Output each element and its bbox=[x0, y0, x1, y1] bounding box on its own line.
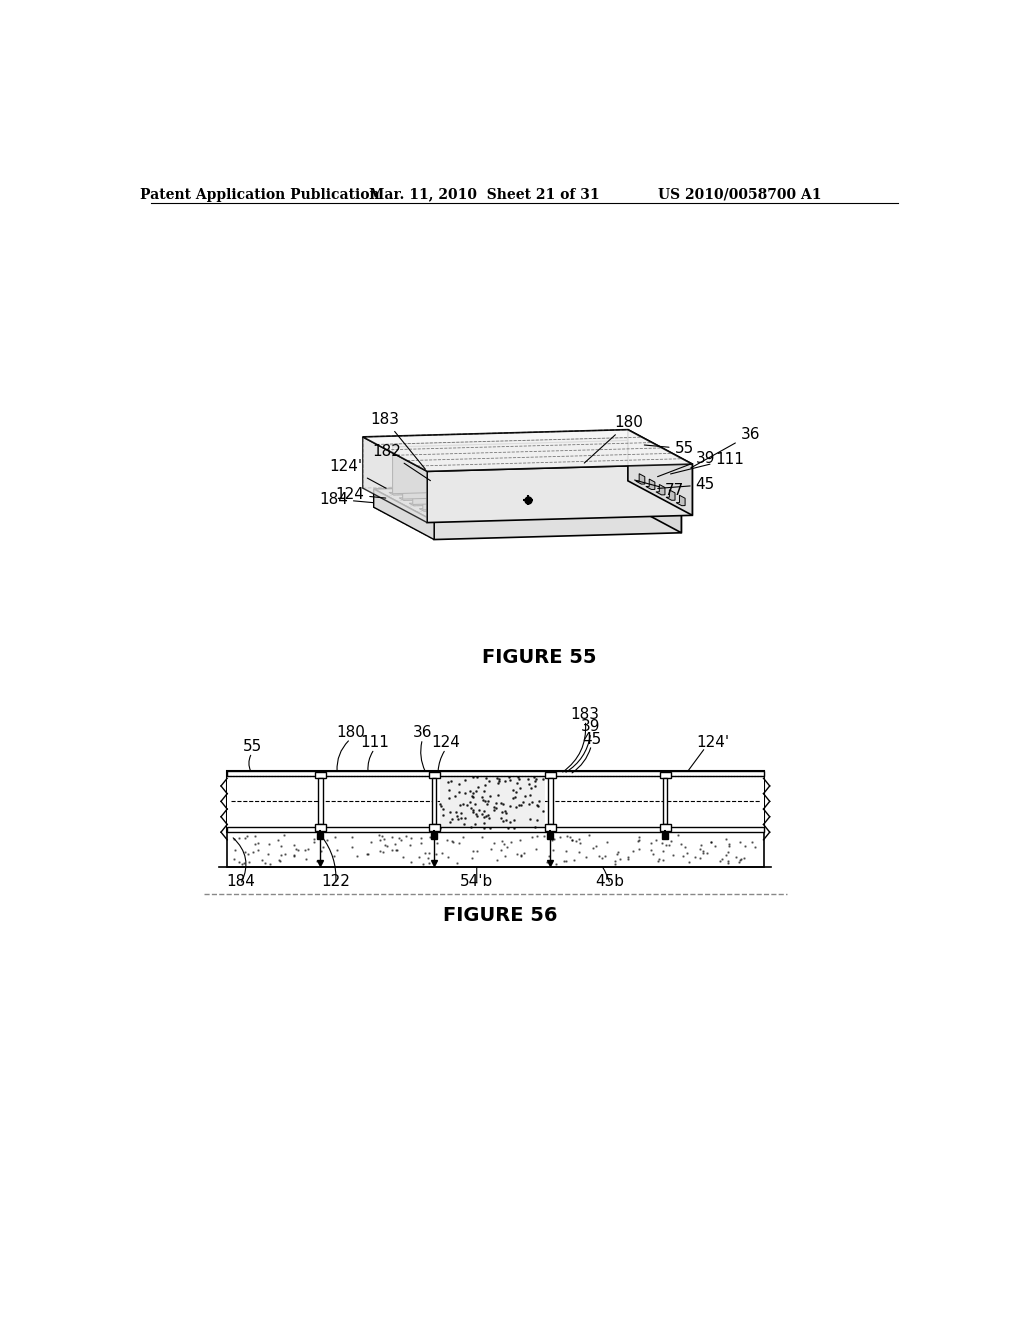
Text: 36: 36 bbox=[691, 428, 760, 467]
Bar bbox=[659, 772, 671, 779]
Text: 180: 180 bbox=[336, 726, 365, 741]
Bar bbox=[659, 825, 671, 830]
Bar bbox=[227, 771, 764, 832]
Text: 54'b: 54'b bbox=[460, 874, 494, 890]
Text: 39: 39 bbox=[581, 719, 600, 734]
Text: 124: 124 bbox=[335, 487, 386, 502]
Polygon shape bbox=[402, 446, 639, 499]
Text: 39: 39 bbox=[657, 451, 715, 477]
Bar bbox=[314, 825, 326, 830]
Polygon shape bbox=[389, 486, 630, 495]
Text: 184: 184 bbox=[319, 491, 374, 507]
Polygon shape bbox=[374, 482, 681, 521]
Bar bbox=[432, 779, 436, 825]
Bar bbox=[550, 772, 665, 830]
Bar bbox=[321, 772, 434, 830]
Text: 183: 183 bbox=[570, 708, 600, 722]
Bar bbox=[545, 772, 556, 779]
Bar bbox=[227, 771, 764, 776]
Polygon shape bbox=[410, 496, 650, 506]
Text: US 2010/0058700 A1: US 2010/0058700 A1 bbox=[658, 187, 822, 202]
Bar bbox=[317, 779, 323, 825]
Polygon shape bbox=[646, 479, 655, 490]
Text: 184: 184 bbox=[226, 874, 255, 890]
Text: Mar. 11, 2010  Sheet 21 of 31: Mar. 11, 2010 Sheet 21 of 31 bbox=[370, 187, 600, 202]
Text: 45: 45 bbox=[582, 731, 601, 747]
Polygon shape bbox=[419, 454, 660, 463]
Polygon shape bbox=[676, 495, 685, 506]
Bar bbox=[439, 772, 545, 830]
Text: 36: 36 bbox=[413, 726, 432, 741]
Polygon shape bbox=[434, 515, 681, 540]
Text: 77: 77 bbox=[635, 480, 684, 499]
Bar bbox=[429, 825, 439, 830]
Bar bbox=[663, 779, 668, 825]
Polygon shape bbox=[399, 444, 640, 453]
Text: 122: 122 bbox=[322, 874, 350, 890]
Polygon shape bbox=[362, 429, 692, 471]
Polygon shape bbox=[621, 482, 681, 533]
Polygon shape bbox=[666, 490, 675, 500]
Polygon shape bbox=[656, 484, 665, 495]
Polygon shape bbox=[392, 441, 629, 494]
Text: 182: 182 bbox=[372, 444, 430, 480]
Bar bbox=[545, 825, 556, 830]
Text: 124: 124 bbox=[431, 735, 460, 751]
Polygon shape bbox=[427, 465, 692, 523]
Bar bbox=[227, 826, 764, 832]
Text: FIGURE 56: FIGURE 56 bbox=[442, 906, 557, 925]
Text: 124': 124' bbox=[696, 735, 730, 751]
Polygon shape bbox=[362, 437, 427, 523]
Polygon shape bbox=[413, 451, 649, 504]
Text: 180: 180 bbox=[585, 414, 643, 463]
Text: Patent Application Publication: Patent Application Publication bbox=[140, 187, 380, 202]
Polygon shape bbox=[429, 459, 670, 469]
Polygon shape bbox=[423, 457, 658, 510]
Bar bbox=[548, 779, 553, 825]
Polygon shape bbox=[399, 491, 640, 500]
Text: 45b: 45b bbox=[596, 874, 625, 890]
Polygon shape bbox=[433, 462, 669, 515]
Bar bbox=[429, 772, 439, 779]
Bar bbox=[227, 772, 321, 830]
Bar bbox=[314, 772, 326, 779]
Text: 111: 111 bbox=[671, 451, 744, 474]
Text: 45: 45 bbox=[657, 478, 715, 492]
Polygon shape bbox=[374, 488, 434, 540]
Text: FIGURE 55: FIGURE 55 bbox=[481, 648, 596, 667]
Polygon shape bbox=[410, 449, 650, 458]
Text: 124': 124' bbox=[330, 459, 386, 488]
Polygon shape bbox=[429, 508, 670, 516]
Text: 183: 183 bbox=[370, 412, 425, 469]
Bar bbox=[434, 772, 550, 830]
Polygon shape bbox=[636, 474, 645, 484]
Bar bbox=[227, 832, 764, 867]
Polygon shape bbox=[389, 438, 630, 446]
Text: 55: 55 bbox=[243, 739, 261, 754]
Polygon shape bbox=[419, 502, 660, 511]
Text: 55: 55 bbox=[644, 441, 694, 457]
Polygon shape bbox=[628, 429, 692, 515]
Bar bbox=[665, 772, 764, 830]
Text: 111: 111 bbox=[360, 735, 389, 751]
